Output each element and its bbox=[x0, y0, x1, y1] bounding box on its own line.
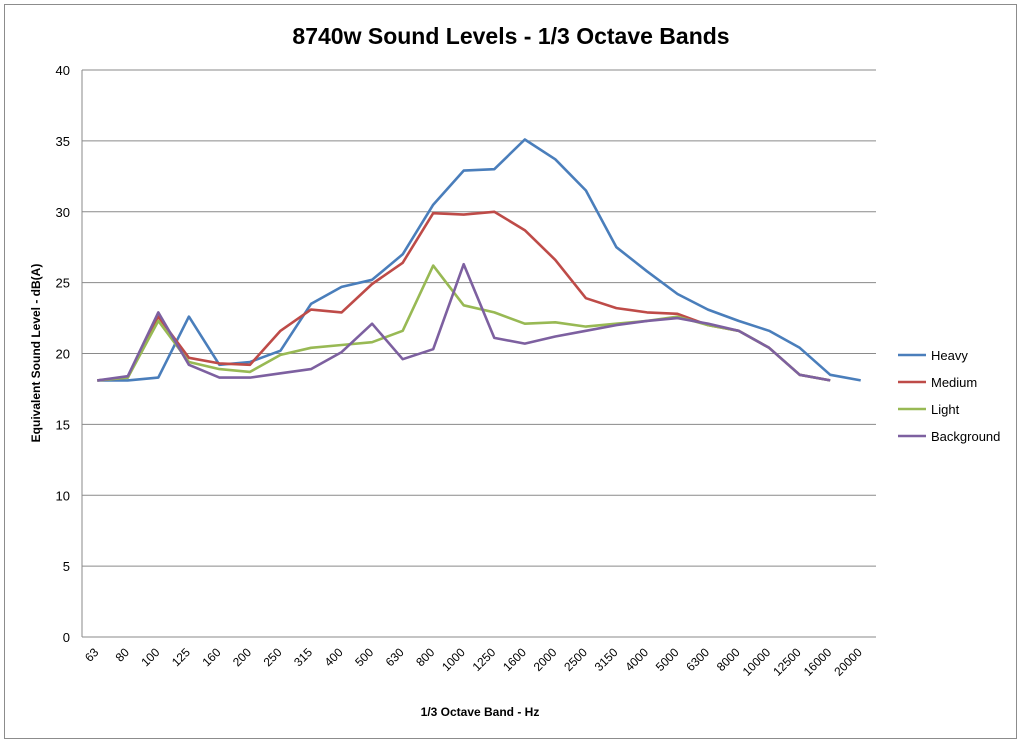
x-tick-label: 4000 bbox=[622, 645, 651, 674]
x-tick-label: 80 bbox=[113, 645, 133, 665]
grid-lines bbox=[81, 69, 876, 638]
x-tick-label: 6300 bbox=[683, 645, 712, 674]
legend-label: Light bbox=[931, 402, 960, 417]
x-tick-label: 10000 bbox=[740, 645, 774, 679]
x-tick-label: 315 bbox=[291, 645, 315, 669]
legend-label: Medium bbox=[931, 375, 977, 390]
y-tick-label: 20 bbox=[56, 347, 70, 362]
x-tick-label: 100 bbox=[138, 645, 162, 669]
x-tick-label: 20000 bbox=[831, 645, 865, 679]
y-tick-label: 0 bbox=[63, 630, 70, 645]
series-lines bbox=[97, 138, 861, 382]
x-tick-label: 250 bbox=[261, 645, 285, 669]
y-tick-labels: 0 5 10 15 20 25 30 35 40 bbox=[56, 63, 70, 645]
series-line-light bbox=[97, 264, 831, 382]
x-tick-label: 200 bbox=[230, 645, 254, 669]
legend-label: Heavy bbox=[931, 348, 968, 363]
x-tick-label: 160 bbox=[199, 645, 223, 669]
x-tick-label: 1000 bbox=[439, 645, 468, 674]
x-tick-label: 400 bbox=[322, 645, 346, 669]
legend: Heavy Medium Light Background bbox=[898, 348, 1000, 444]
series-line-background bbox=[97, 262, 831, 382]
x-tick-label: 8000 bbox=[714, 645, 743, 674]
y-tick-label: 35 bbox=[56, 134, 70, 149]
x-tick-label: 2500 bbox=[561, 645, 590, 674]
y-tick-label: 10 bbox=[56, 488, 70, 503]
x-tick-label: 12500 bbox=[770, 645, 804, 679]
x-tick-label: 125 bbox=[169, 645, 193, 669]
y-axis-title: Equivalent Sound Level - dB(A) bbox=[29, 264, 43, 443]
series-line-medium bbox=[97, 210, 831, 382]
y-tick-label: 25 bbox=[56, 276, 70, 291]
x-tick-label: 5000 bbox=[653, 645, 682, 674]
x-axis-title: 1/3 Octave Band - Hz bbox=[421, 705, 540, 719]
x-tick-label: 3150 bbox=[592, 645, 621, 674]
x-tick-label: 1250 bbox=[470, 645, 499, 674]
y-tick-label: 15 bbox=[56, 417, 70, 432]
chart-frame bbox=[4, 4, 1017, 739]
series-line-heavy bbox=[97, 138, 861, 382]
x-tick-label: 800 bbox=[413, 645, 437, 669]
y-tick-label: 30 bbox=[56, 205, 70, 220]
x-tick-label: 500 bbox=[352, 645, 376, 669]
x-tick-label: 16000 bbox=[801, 645, 835, 679]
x-tick-labels: 63 80 100 125 160 200 250 315 400 500 630 800 1000 12… bbox=[82, 645, 865, 679]
x-tick-label: 630 bbox=[383, 645, 407, 669]
legend-label: Background bbox=[931, 429, 1000, 444]
chart-title: 8740w Sound Levels - 1/3 Octave Bands bbox=[292, 23, 729, 49]
x-tick-label: 2000 bbox=[531, 645, 560, 674]
x-tick-label: 1600 bbox=[500, 645, 529, 674]
y-tick-label: 40 bbox=[56, 63, 70, 78]
x-tick-label: 63 bbox=[82, 645, 102, 665]
y-tick-label: 5 bbox=[63, 559, 70, 574]
